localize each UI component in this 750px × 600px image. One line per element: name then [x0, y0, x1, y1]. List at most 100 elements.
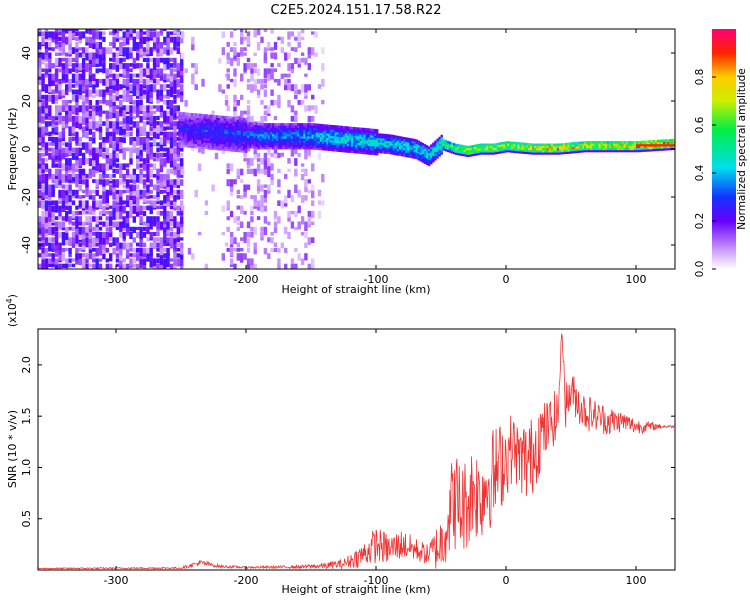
spectrogram-ridge-cell [245, 117, 248, 121]
spectrogram-ridge-cell [224, 129, 227, 132]
spectrogram-noise-cell [270, 100, 274, 106]
spectrogram-ridge-cell [284, 142, 287, 146]
spectrogram-ridge-cell [473, 146, 477, 150]
spectrogram-noise-cell [136, 63, 140, 69]
spectrogram-ridge-cell [205, 129, 208, 132]
spectrogram-ridge-cell [245, 139, 248, 143]
spectrogram-ridge-cell [284, 136, 287, 139]
spectrogram-noise-cell [159, 179, 164, 188]
spectrogram-ridge-cell [313, 134, 316, 137]
spectrogram-noise-cell [105, 174, 109, 178]
spectrogram-noise-cell [115, 163, 120, 168]
spectrogram-ridge-cell [482, 150, 485, 153]
spectrogram-ridge-cell [193, 143, 196, 146]
spectrogram-ridge-cell [205, 135, 208, 139]
spectrogram-ridge-cell [363, 151, 366, 155]
spectrogram-ridge-cell [588, 143, 591, 146]
spectrogram-ridge-cell [663, 139, 666, 142]
spectrogram-noise-cell [294, 226, 298, 231]
spectrogram-ridge-cell [340, 125, 343, 129]
spectrogram-noise-cell [88, 216, 93, 223]
spectrogram-ridge-cell [180, 114, 183, 117]
spectrogram-ridge-cell [505, 143, 508, 146]
spectrogram-noise-cell [115, 205, 120, 212]
spectrogram-noise-cell [48, 189, 52, 198]
spectrogram-noise-cell [152, 163, 157, 171]
spectrogram-noise-cell [92, 78, 96, 85]
spectrogram-ridge-cell [217, 145, 221, 149]
spectrogram-ridge-cell [563, 151, 566, 155]
spectrogram-ridge-cell [207, 133, 210, 137]
spectrogram-noise-cell [173, 216, 177, 222]
spectrogram-ridge-cell [261, 129, 264, 133]
spectrogram-ridge-cell [507, 141, 510, 144]
spectrogram-noise-cell [61, 142, 66, 146]
spectrogram-ridge-cell [486, 145, 489, 149]
spectrogram-ridge-cell [450, 148, 454, 152]
spectrogram-noise-cell [115, 36, 120, 42]
spectrogram-ridge-cell [301, 127, 304, 130]
spectrogram-ridge-cell [658, 141, 662, 145]
spectrogram-ridge-cell [240, 134, 244, 138]
spectrogram-noise-cell [139, 142, 143, 150]
spectrogram-ridge-cell [373, 152, 377, 156]
spectrogram-ridge-cell [365, 130, 368, 133]
spectrogram-noise-cell [226, 179, 230, 187]
spectrogram-ridge-cell [353, 144, 356, 147]
spectrogram-noise-cell [81, 152, 86, 159]
spectrogram-ridge-cell [303, 133, 306, 137]
spectrogram-ridge-cell [365, 147, 368, 151]
spectrogram-ridge-cell [365, 141, 368, 144]
spectrogram-noise-cell [115, 253, 120, 258]
spectrogram-noise-cell [58, 174, 62, 181]
spectrogram-noise-cell [61, 57, 66, 62]
spectrogram-ridge-cell [240, 137, 244, 140]
spectrogram-ridge-cell [336, 134, 339, 137]
spectrogram-ridge-cell [215, 119, 219, 123]
spectrogram-ridge-cell [263, 125, 267, 128]
spectrogram-ridge-cell [353, 133, 356, 136]
spectrogram-ridge-cell [236, 119, 239, 122]
spectrogram-noise-cell [41, 147, 45, 152]
spectrogram-ridge-cell [432, 142, 435, 146]
spectrogram-ridge-cell [230, 120, 233, 124]
spectrogram-noise-cell [152, 63, 157, 70]
spectrogram-ridge-cell [249, 122, 252, 125]
spectrogram-ridge-cell [346, 150, 350, 153]
spectrogram-noise-cell [253, 31, 257, 38]
spectrogram-ridge-cell [398, 147, 402, 150]
spectrogram-noise-cell [81, 115, 86, 125]
spectrogram-noise-cell [246, 78, 251, 83]
spectrogram-ridge-cell [236, 134, 239, 138]
spectrogram-ridge-cell [550, 143, 554, 147]
spectrogram-ridge-cell [581, 145, 585, 149]
spectrogram-noise-cell [176, 137, 180, 141]
spectrogram-noise-cell [129, 258, 133, 267]
spectrogram-noise-cell [88, 105, 93, 110]
spectrogram-noise-cell [122, 57, 126, 62]
spectrogram-ridge-cell [378, 142, 381, 145]
spectrogram-noise-cell [176, 131, 180, 136]
spectrogram-noise-cell [125, 263, 130, 269]
spectrogram-noise-cell [250, 216, 254, 223]
spectrogram-noise-cell [54, 100, 59, 105]
spectrogram-ridge-cell [242, 132, 246, 136]
spectrogram-noise-cell [51, 31, 55, 40]
spectrogram-ridge-cell [213, 130, 217, 133]
spectrogram-noise-cell [105, 189, 109, 198]
spectrogram-noise-cell [71, 210, 76, 219]
spectrogram-y-tick-label: -40 [20, 236, 33, 254]
spectrogram-noise-cell [277, 263, 281, 269]
spectrogram-ridge-cell [625, 145, 628, 148]
spectrogram-noise-cell [71, 200, 76, 206]
spectrogram-ridge-cell [188, 132, 192, 135]
spectrogram-noise-cell [273, 247, 278, 252]
spectrogram-noise-cell [109, 63, 113, 70]
spectrogram-noise-cell [75, 232, 79, 238]
spectrogram-noise-cell [41, 137, 45, 144]
spectrogram-ridge-cell [436, 151, 439, 155]
spectrogram-ridge-cell [299, 133, 302, 137]
spectrogram-noise-cell [88, 158, 93, 167]
spectrogram-noise-cell [260, 84, 264, 90]
spectrogram-ridge-cell [253, 131, 256, 134]
